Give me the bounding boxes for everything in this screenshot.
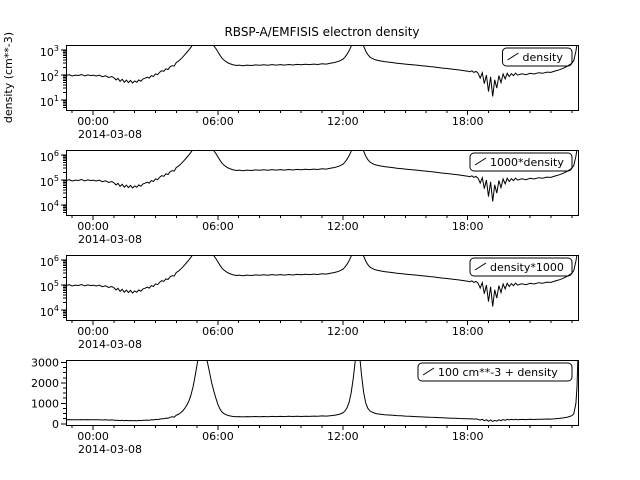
data-line [66, 360, 578, 422]
x-tick-label: 06:00 [202, 220, 234, 233]
y-tick-label: 104 [40, 304, 59, 319]
x-date-label: 2014-03-08 [78, 443, 142, 456]
y-tick-label: 104 [40, 199, 59, 214]
x-tick-label: 06:00 [202, 325, 234, 338]
legend-box[interactable] [417, 362, 573, 382]
y-tick-label: 0 [52, 418, 59, 431]
x-tick-label: 06:00 [202, 430, 234, 443]
legend-label: 100 cm**-3 + density [438, 366, 558, 379]
legend-line-sample-icon [507, 52, 519, 61]
legend[interactable]: density*1000 [469, 257, 573, 277]
panel-2: 104 105 106 00:00 06:00 12:00 18:00 2014-03-08 1… [40, 149, 579, 246]
legend-label: density*1000 [490, 261, 564, 274]
legend-line-sample-icon [422, 367, 435, 376]
panel-4: 0 1000 2000 3000 00:00 06:00 12:00 18:00 2014-03… [31, 356, 579, 456]
x-tick-label: 12:00 [327, 115, 359, 128]
panel-1: 101 102 103 00:00 06:00 12:00 18:00 2014-03-08 d… [2, 32, 579, 141]
legend-box[interactable] [469, 152, 573, 172]
x-date-label: 2014-03-08 [78, 338, 142, 351]
legend-box[interactable] [502, 47, 573, 67]
y-tick-label: 105 [40, 279, 59, 294]
x-tick-label: 12:00 [327, 430, 359, 443]
legend-box[interactable] [469, 257, 573, 277]
data-line [66, 150, 578, 202]
y-axis-label: density (cm**-3) [2, 32, 15, 123]
legend[interactable]: 100 cm**-3 + density [417, 362, 573, 382]
data-line [66, 255, 578, 307]
y-tick-label: 103 [40, 44, 59, 59]
legend-label: density [523, 51, 564, 64]
y-tick-label: 3000 [31, 356, 59, 369]
x-tick-label: 12:00 [327, 220, 359, 233]
y-tick-label: 101 [40, 94, 59, 109]
legend-label: 1000*density [490, 156, 564, 169]
chart-title: RBSP-A/EMFISIS electron density [224, 25, 419, 39]
x-tick-label: 18:00 [452, 430, 484, 443]
x-tick-label: 18:00 [452, 325, 484, 338]
plot-area[interactable] [66, 45, 579, 111]
y-tick-label: 2000 [31, 377, 59, 390]
y-tick-label: 106 [40, 254, 59, 269]
x-tick-label: 18:00 [452, 220, 484, 233]
y-tick-label: 105 [40, 174, 59, 189]
y-tick-label: 106 [40, 149, 59, 164]
y-tick-label: 102 [40, 69, 59, 84]
x-tick-label: 06:00 [202, 115, 234, 128]
x-tick-label: 00:00 [77, 115, 109, 128]
x-tick-label: 18:00 [452, 115, 484, 128]
x-tick-label: 12:00 [327, 325, 359, 338]
x-tick-label: 00:00 [77, 430, 109, 443]
x-date-label: 2014-03-08 [78, 128, 142, 141]
legend[interactable]: 1000*density [469, 152, 573, 172]
legend-line-sample-icon [474, 157, 487, 166]
x-date-label: 2014-03-08 [78, 233, 142, 246]
panels-group: 101 102 103 00:00 06:00 12:00 18:00 2014-03-08 d… [2, 32, 579, 456]
legend-line-sample-icon [474, 262, 487, 271]
panel-3: 104 105 106 00:00 06:00 12:00 18:00 2014-03-08 d… [40, 254, 579, 351]
legend[interactable]: density [502, 47, 573, 67]
x-tick-label: 00:00 [77, 220, 109, 233]
data-line [66, 45, 578, 97]
y-tick-label: 1000 [31, 397, 59, 410]
x-tick-label: 00:00 [77, 325, 109, 338]
